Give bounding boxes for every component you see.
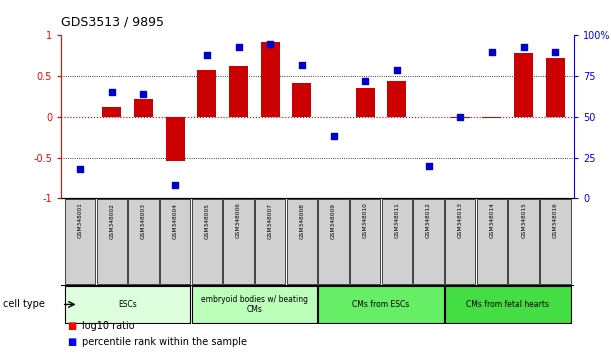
Point [551,49,560,55]
Text: CMs from fetal hearts: CMs from fetal hearts [466,300,549,309]
Point [487,49,497,55]
Text: GSM348015: GSM348015 [521,202,526,239]
FancyBboxPatch shape [287,199,317,284]
FancyBboxPatch shape [65,199,95,284]
Text: GSM348004: GSM348004 [173,202,178,239]
FancyBboxPatch shape [128,199,159,284]
Bar [166,117,185,161]
Text: percentile rank within the sample: percentile rank within the sample [82,337,247,347]
FancyBboxPatch shape [223,199,254,284]
Point [75,166,85,172]
Bar [134,99,153,117]
Bar [293,82,312,117]
Point [265,41,275,46]
Point [202,52,212,58]
Text: GSM348014: GSM348014 [489,202,494,239]
FancyBboxPatch shape [350,199,381,284]
FancyBboxPatch shape [445,286,571,323]
FancyBboxPatch shape [445,199,475,284]
Point [519,44,529,50]
Point [170,182,180,188]
Text: GSM348012: GSM348012 [426,202,431,239]
FancyBboxPatch shape [540,199,571,284]
Text: GSM348003: GSM348003 [141,202,146,239]
Bar [197,70,216,117]
Text: GDS3513 / 9895: GDS3513 / 9895 [61,15,164,28]
Text: ■: ■ [67,337,76,347]
Point [455,114,465,120]
Bar [102,107,122,117]
FancyBboxPatch shape [508,199,539,284]
Point [297,62,307,68]
Text: cell type: cell type [3,299,45,309]
Text: GSM348005: GSM348005 [204,202,210,239]
Text: GSM348010: GSM348010 [363,202,368,239]
Point [423,163,433,169]
Text: GSM348006: GSM348006 [236,202,241,239]
FancyBboxPatch shape [477,199,507,284]
Text: GSM348008: GSM348008 [299,202,304,239]
Point [233,44,243,50]
Text: GSM348007: GSM348007 [268,202,273,239]
Text: embryoid bodies w/ beating
CMs: embryoid bodies w/ beating CMs [201,295,308,314]
Bar [261,42,280,117]
FancyBboxPatch shape [382,199,412,284]
Text: ESCs: ESCs [119,300,137,309]
Point [392,67,402,73]
FancyBboxPatch shape [160,199,191,284]
FancyBboxPatch shape [192,199,222,284]
Text: GSM348009: GSM348009 [331,202,336,239]
Point [360,78,370,84]
FancyBboxPatch shape [97,199,127,284]
Bar [451,117,470,119]
FancyBboxPatch shape [192,286,317,323]
Text: GSM348011: GSM348011 [395,202,400,238]
Text: CMs from ESCs: CMs from ESCs [353,300,410,309]
Text: GSM348001: GSM348001 [78,202,82,239]
Text: log10 ratio: log10 ratio [82,321,135,331]
FancyBboxPatch shape [318,199,349,284]
Bar [546,58,565,117]
Text: GSM348013: GSM348013 [458,202,463,239]
Point [329,133,338,139]
Point [107,90,117,95]
Bar [387,81,406,117]
FancyBboxPatch shape [255,199,285,284]
FancyBboxPatch shape [414,199,444,284]
Text: GSM348002: GSM348002 [109,202,114,239]
Bar [356,88,375,117]
FancyBboxPatch shape [318,286,444,323]
Point [139,91,148,97]
FancyBboxPatch shape [65,286,191,323]
Bar [483,117,502,119]
Bar [229,66,248,117]
Text: ■: ■ [67,321,76,331]
Text: GSM348016: GSM348016 [553,202,558,238]
Bar [514,53,533,117]
